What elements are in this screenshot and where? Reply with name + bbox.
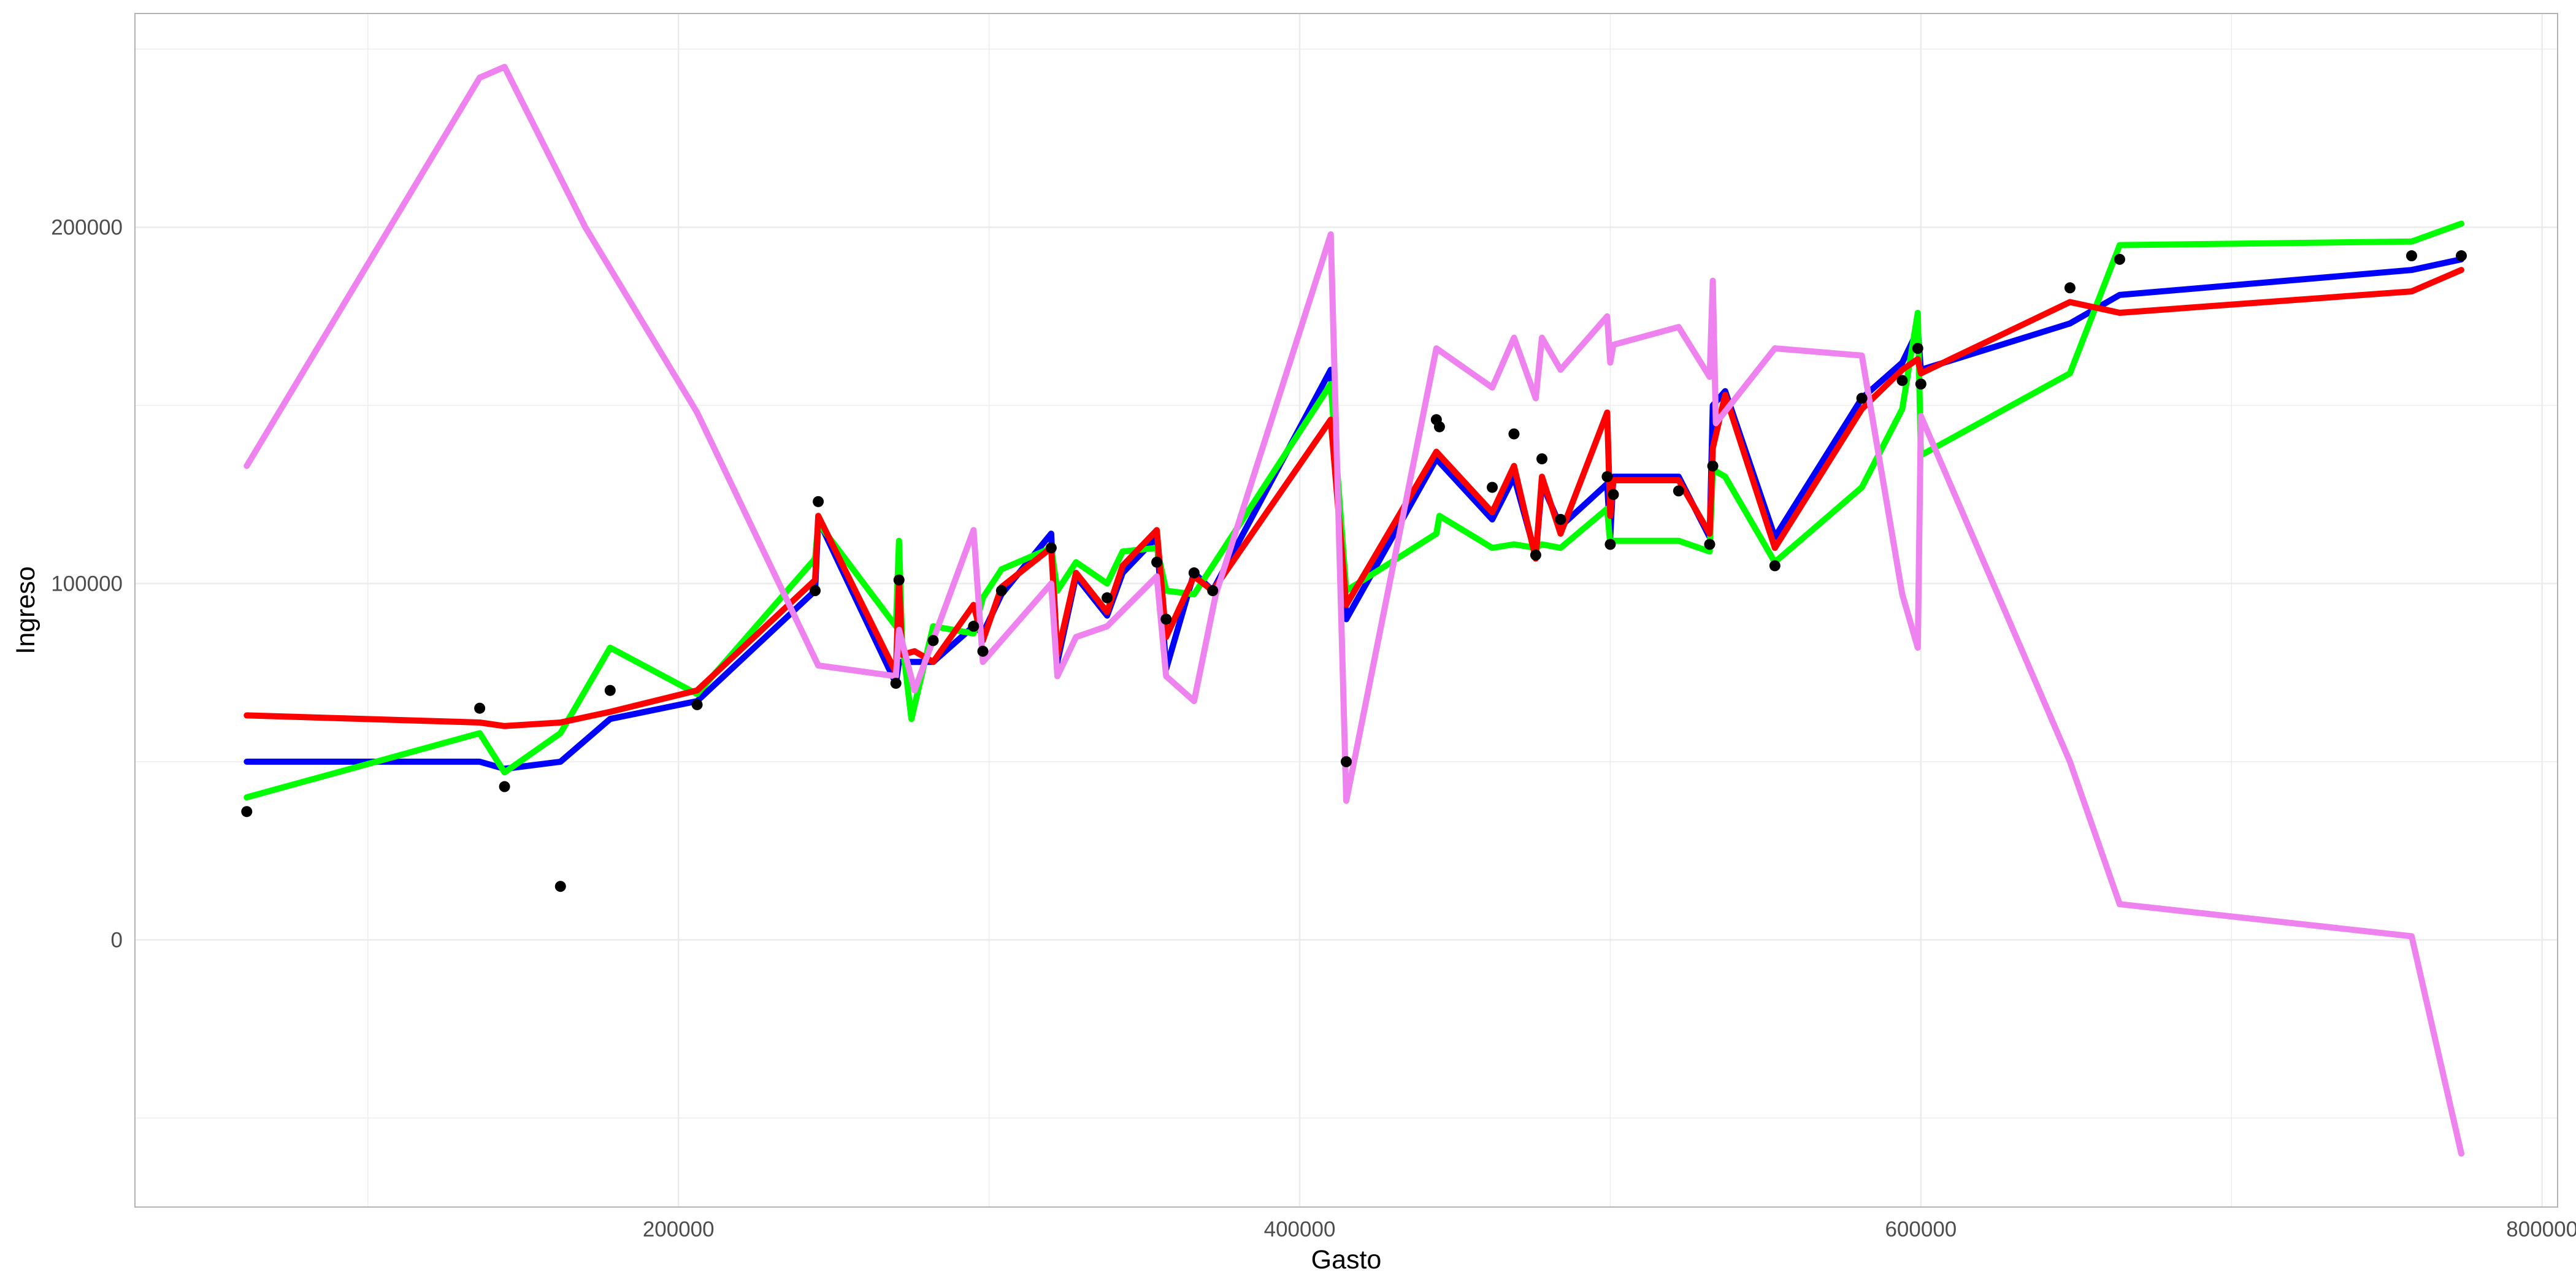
data-point: [2114, 253, 2125, 265]
x-tick-label: 400000: [1264, 1217, 1336, 1241]
data-point: [1102, 592, 1113, 604]
data-point: [1151, 556, 1163, 568]
x-axis-title: Gasto: [1311, 1245, 1382, 1275]
y-axis-title: Ingreso: [11, 566, 40, 654]
series-line-violet: [243, 64, 2464, 1157]
data-point: [554, 881, 566, 892]
data-point: [1915, 378, 1926, 390]
tick-labels: 200000 400000 600000 800000 0 100000 200000: [51, 216, 2576, 1241]
y-tick-label: 100000: [51, 572, 123, 596]
data-point: [1555, 513, 1566, 525]
data-point: [1673, 485, 1684, 497]
series-line-blue: [243, 256, 2464, 772]
data-point: [810, 585, 821, 597]
data-point: [995, 585, 1007, 597]
x-tick-label: 200000: [643, 1217, 715, 1241]
data-point: [1704, 539, 1715, 550]
data-point: [1912, 343, 1923, 355]
data-point: [241, 806, 253, 818]
data-point: [1896, 375, 1908, 386]
data-point: [1601, 471, 1613, 483]
data-point: [1045, 542, 1057, 554]
data-point: [1856, 393, 1868, 404]
data-point: [1341, 756, 1352, 767]
data-point: [1487, 481, 1498, 493]
data-point: [691, 699, 703, 710]
data-point: [1508, 428, 1520, 440]
data-point: [1769, 560, 1781, 572]
data-point: [1530, 549, 1541, 561]
data-point: [2456, 250, 2467, 262]
panel-border: [134, 13, 2558, 1208]
data-point: [1707, 460, 1719, 472]
data-point: [1207, 585, 1219, 597]
x-tick-label: 800000: [2506, 1217, 2576, 1241]
y-tick-label: 200000: [51, 216, 123, 240]
data-point: [813, 496, 824, 507]
y-tick-label: 0: [111, 928, 123, 952]
data-point: [1160, 613, 1172, 625]
data-point: [1608, 489, 1619, 500]
data-point: [977, 645, 989, 657]
data-point: [1536, 453, 1548, 465]
data-point: [1188, 567, 1200, 579]
data-point: [927, 635, 939, 646]
data-point: [499, 781, 510, 792]
data-point: [2405, 250, 2417, 262]
x-tick-label: 600000: [1885, 1217, 1957, 1241]
data-point: [890, 678, 902, 689]
data-point: [893, 574, 905, 586]
data-point: [1433, 421, 1445, 432]
data-point: [968, 621, 979, 632]
data-point: [604, 684, 616, 696]
data-point: [1604, 539, 1616, 550]
data-point: [2064, 282, 2076, 294]
data-point: [474, 702, 486, 714]
data-points: [241, 250, 2467, 892]
